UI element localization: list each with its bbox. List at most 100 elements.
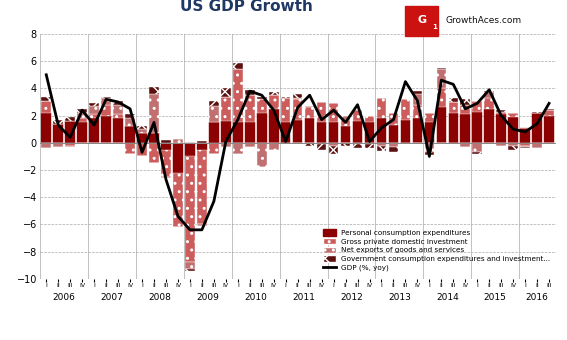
Bar xyxy=(521,147,530,148)
Bar xyxy=(113,114,123,118)
Bar xyxy=(137,129,147,133)
Bar xyxy=(365,144,374,148)
Text: 1: 1 xyxy=(432,24,437,30)
Bar xyxy=(245,90,255,95)
Bar xyxy=(544,109,554,110)
Bar xyxy=(532,112,542,113)
Bar xyxy=(544,116,554,143)
Text: 2013: 2013 xyxy=(388,293,411,302)
Bar xyxy=(113,118,123,143)
Bar xyxy=(185,262,194,269)
Bar xyxy=(437,107,446,143)
Bar xyxy=(209,143,219,154)
Bar xyxy=(532,143,542,148)
Text: 2008: 2008 xyxy=(149,293,171,302)
Bar xyxy=(197,141,207,143)
Bar xyxy=(233,143,243,154)
Bar xyxy=(509,113,518,117)
Bar xyxy=(425,143,434,152)
Bar xyxy=(78,113,87,118)
Bar xyxy=(245,95,255,122)
Text: 2015: 2015 xyxy=(484,293,507,302)
Bar xyxy=(257,113,266,143)
Bar xyxy=(521,146,530,147)
Bar xyxy=(376,143,386,146)
Bar xyxy=(353,143,362,144)
Bar xyxy=(257,143,266,167)
Bar xyxy=(209,122,219,143)
Bar xyxy=(353,121,362,143)
Bar xyxy=(448,102,458,113)
Bar xyxy=(329,143,338,146)
Bar xyxy=(521,128,530,143)
Bar xyxy=(209,101,219,106)
Bar xyxy=(161,140,171,143)
Bar xyxy=(365,116,374,122)
Bar xyxy=(472,143,482,152)
Bar xyxy=(484,109,494,143)
Bar xyxy=(185,269,194,271)
Bar xyxy=(496,112,506,114)
Text: 2016: 2016 xyxy=(526,293,548,302)
Bar xyxy=(173,173,183,227)
Bar xyxy=(293,98,302,99)
Bar xyxy=(113,105,123,114)
Bar xyxy=(448,113,458,143)
Bar xyxy=(65,121,75,143)
Bar xyxy=(496,110,506,112)
Text: 2009: 2009 xyxy=(196,293,219,302)
Bar xyxy=(113,101,123,105)
Bar xyxy=(78,118,87,122)
Bar xyxy=(41,97,51,101)
Bar xyxy=(437,68,446,69)
Bar xyxy=(221,143,231,147)
Bar xyxy=(496,143,506,146)
Bar xyxy=(413,118,422,143)
Bar xyxy=(460,143,470,147)
Bar xyxy=(509,143,518,146)
Bar xyxy=(317,122,327,143)
Bar xyxy=(401,99,410,120)
Bar xyxy=(460,114,470,143)
Bar xyxy=(137,126,147,129)
Bar xyxy=(90,114,99,118)
Bar xyxy=(388,125,398,143)
Bar xyxy=(233,69,243,122)
Bar xyxy=(125,118,135,126)
Bar xyxy=(329,122,338,143)
Bar xyxy=(460,105,470,114)
Bar xyxy=(53,143,63,147)
Bar xyxy=(233,63,243,69)
Bar xyxy=(484,92,494,98)
Bar xyxy=(425,113,434,122)
Bar xyxy=(448,143,458,144)
Bar xyxy=(125,114,135,118)
Bar xyxy=(161,143,171,150)
Bar xyxy=(41,101,51,113)
Bar xyxy=(65,143,75,146)
Bar xyxy=(161,177,171,178)
Bar xyxy=(281,98,290,122)
Bar xyxy=(317,144,327,150)
Bar xyxy=(293,99,302,120)
Bar xyxy=(341,126,350,143)
Bar xyxy=(472,112,482,143)
Bar xyxy=(101,98,111,105)
Bar xyxy=(101,97,111,98)
Bar xyxy=(521,143,530,146)
Bar xyxy=(149,94,159,133)
Bar xyxy=(413,91,422,94)
Bar xyxy=(388,147,398,152)
Bar xyxy=(496,114,506,143)
Bar xyxy=(149,87,159,94)
Bar xyxy=(269,92,278,95)
Bar xyxy=(437,69,446,88)
Bar xyxy=(53,120,63,124)
Bar xyxy=(101,105,111,116)
Bar xyxy=(317,143,327,144)
Bar xyxy=(460,99,470,105)
Bar xyxy=(293,120,302,143)
FancyBboxPatch shape xyxy=(405,6,438,36)
Bar xyxy=(305,143,315,146)
Bar xyxy=(305,106,315,107)
